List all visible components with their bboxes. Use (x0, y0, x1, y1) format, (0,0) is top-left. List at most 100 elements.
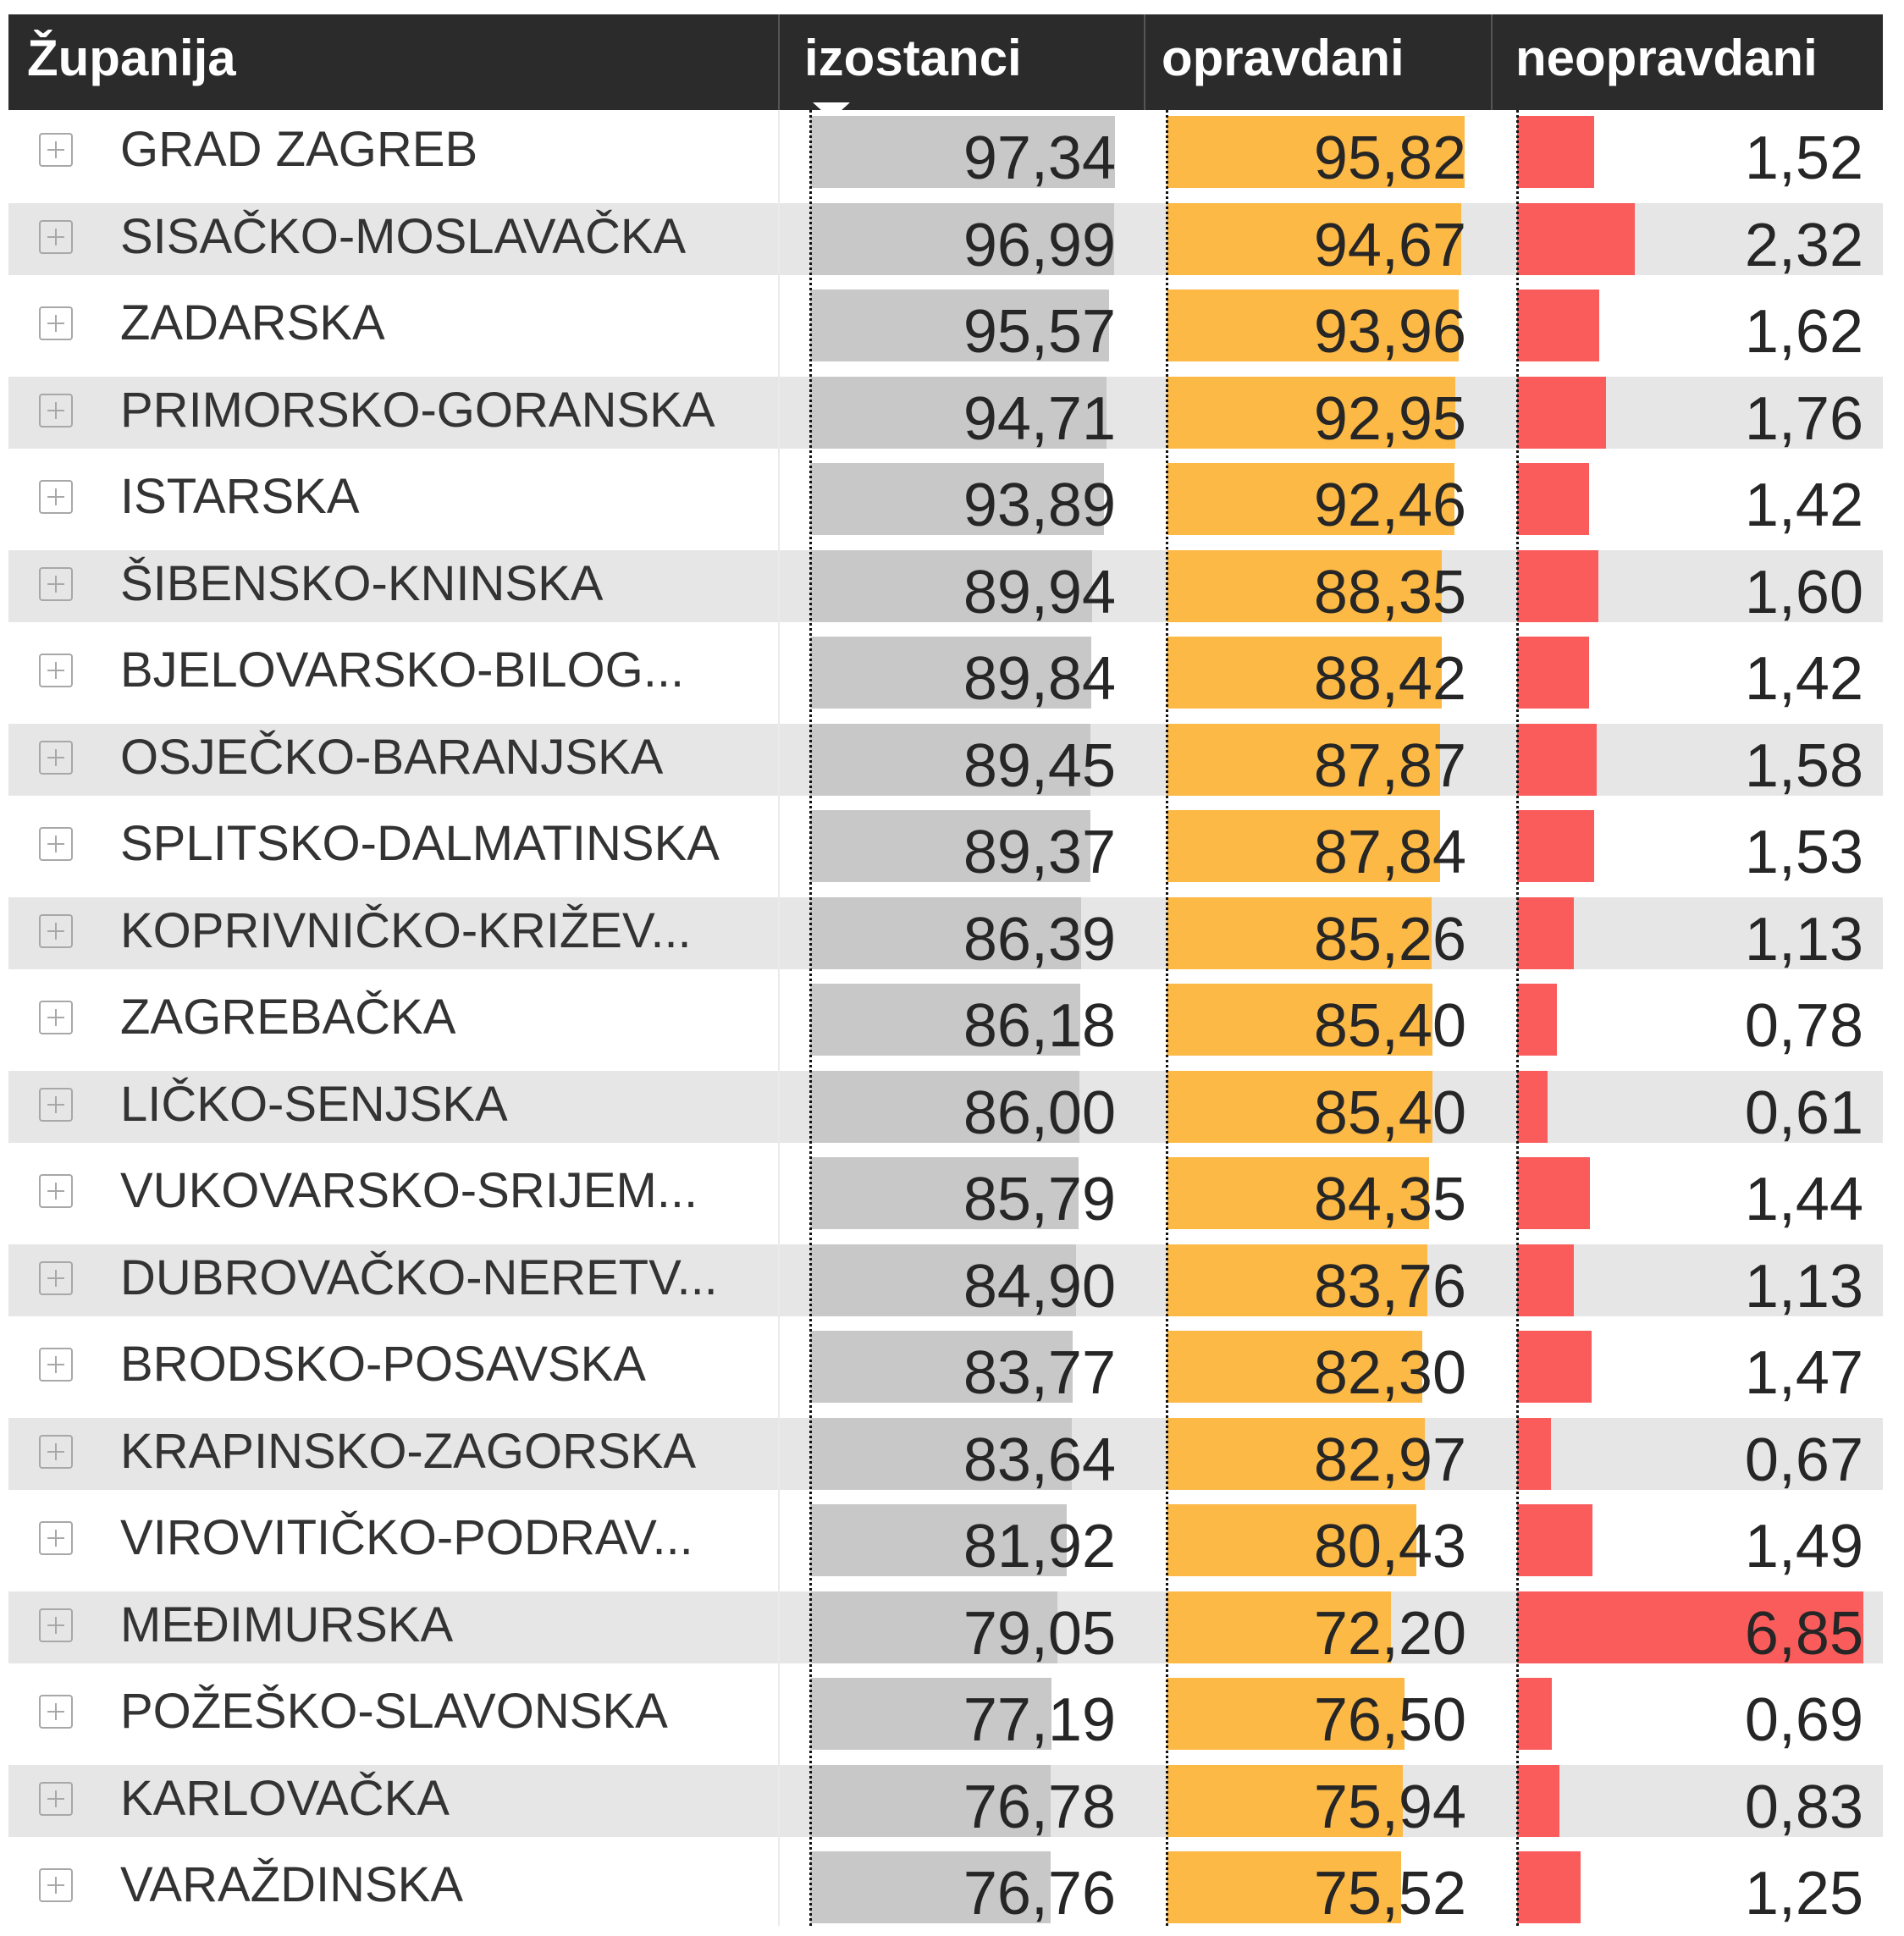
izostanci-bar (810, 202, 1114, 275)
column-divider (778, 110, 780, 1926)
table-row[interactable]: ZAGREBAČKA 86,18 85,40 0,78 (8, 984, 1883, 1060)
table-row[interactable]: LIČKO-SENJSKA 86,00 85,40 0,61 (8, 1070, 1883, 1147)
opravdani-bar (1167, 984, 1432, 1056)
table-row[interactable]: VARAŽDINSKA 76,76 75,52 1,25 (8, 1851, 1883, 1928)
table-row[interactable]: GRAD ZAGREB 97,34 95,82 1,52 (8, 116, 1883, 192)
expand-plus-icon[interactable] (39, 219, 73, 254)
header-neopravdani[interactable]: neopravdani (1515, 30, 1818, 86)
county-name: VIROVITIČKO-PODRAV... (120, 1510, 693, 1565)
opravdani-value: 94,67 (1313, 211, 1466, 279)
neopravdani-bar (1517, 1417, 1551, 1490)
neopravdani-value: 0,78 (1744, 992, 1863, 1060)
table-row[interactable]: PRIMORSKO-GORANSKA 94,71 92,95 1,76 (8, 376, 1883, 453)
izostanci-value: 86,00 (963, 1078, 1116, 1147)
opravdani-bar (1167, 463, 1454, 535)
opravdani-bar (1167, 1764, 1403, 1837)
neopravdani-bar (1517, 637, 1589, 709)
neopravdani-value: 0,83 (1744, 1773, 1863, 1841)
neopravdani-bar (1517, 116, 1594, 188)
table-row[interactable]: VIROVITIČKO-PODRAV... 81,92 80,43 1,49 (8, 1504, 1883, 1580)
izostanci-value: 86,39 (963, 905, 1116, 974)
expand-plus-icon[interactable] (39, 1868, 73, 1902)
expand-plus-icon[interactable] (39, 393, 73, 427)
neopravdani-bar (1517, 984, 1557, 1056)
opravdani-bar (1167, 723, 1440, 796)
izostanci-bar (810, 810, 1090, 882)
county-name: SPLITSKO-DALMATINSKA (120, 816, 720, 871)
izostanci-bar (810, 1764, 1051, 1837)
expand-plus-icon[interactable] (39, 1695, 73, 1729)
county-name: ŠIBENSKO-KNINSKA (120, 555, 604, 611)
table-row[interactable]: SISAČKO-MOSLAVAČKA 96,99 94,67 2,32 (8, 202, 1883, 279)
sort-descending-icon[interactable] (813, 102, 850, 119)
opravdani-bar (1167, 1070, 1432, 1143)
expand-plus-icon[interactable] (39, 654, 73, 687)
opravdani-value: 88,35 (1313, 558, 1466, 626)
neopravdani-value: 1,42 (1744, 645, 1863, 713)
expand-plus-icon[interactable] (39, 1001, 73, 1034)
header-opravdani[interactable]: opravdani (1162, 30, 1405, 86)
neopravdani-bar (1517, 1504, 1592, 1576)
table-row[interactable]: VUKOVARSKO-SRIJEM... 85,79 84,35 1,44 (8, 1157, 1883, 1233)
county-name: ISTARSKA (120, 469, 360, 524)
table-row[interactable]: ZADARSKA 95,57 93,96 1,62 (8, 290, 1883, 366)
izostanci-bar (810, 1678, 1052, 1750)
table-row[interactable]: ISTARSKA 93,89 92,46 1,42 (8, 463, 1883, 539)
opravdani-value: 95,82 (1313, 124, 1466, 192)
neopravdani-value: 1,52 (1744, 124, 1863, 192)
opravdani-bar (1167, 549, 1442, 622)
opravdani-value: 85,40 (1313, 1078, 1466, 1147)
expand-plus-icon[interactable] (39, 1521, 73, 1555)
izostanci-value: 76,76 (963, 1860, 1116, 1928)
table-row[interactable]: ŠIBENSKO-KNINSKA 89,94 88,35 1,60 (8, 549, 1883, 626)
expand-plus-icon[interactable] (39, 1087, 73, 1122)
opravdani-value: 82,97 (1313, 1426, 1466, 1494)
neopravdani-value: 1,13 (1744, 1252, 1863, 1321)
neopravdani-value: 1,58 (1744, 731, 1863, 800)
expand-plus-icon[interactable] (39, 1174, 73, 1208)
izostanci-value: 76,78 (963, 1773, 1116, 1841)
table-row[interactable]: KRAPINSKO-ZAGORSKA 83,64 82,97 0,67 (8, 1417, 1883, 1494)
expand-plus-icon[interactable] (39, 1348, 73, 1382)
neopravdani-bar (1517, 723, 1598, 796)
izostanci-bar (810, 376, 1107, 449)
table-row[interactable]: KARLOVAČKA 76,78 75,94 0,83 (8, 1764, 1883, 1841)
izostanci-bar (810, 1244, 1076, 1316)
neopravdani-value: 1,60 (1744, 558, 1863, 626)
expand-plus-icon[interactable] (39, 1260, 73, 1295)
opravdani-value: 93,96 (1313, 298, 1466, 366)
opravdani-bar (1167, 1504, 1417, 1576)
county-name: MEĐIMURSKA (120, 1597, 454, 1652)
table-row[interactable]: POŽEŠKO-SLAVONSKA 77,19 76,50 0,69 (8, 1678, 1883, 1754)
table-row[interactable]: BJELOVARSKO-BILOG... 89,84 88,42 1,42 (8, 637, 1883, 713)
header-izostanci[interactable]: izostanci (804, 30, 1022, 86)
expand-plus-icon[interactable] (39, 566, 73, 601)
opravdani-value: 92,46 (1313, 472, 1466, 539)
expand-plus-icon[interactable] (39, 740, 73, 775)
table-row[interactable]: BRODSKO-POSAVSKA 83,77 82,30 1,47 (8, 1331, 1883, 1407)
opravdani-bar (1167, 1678, 1405, 1750)
expand-plus-icon[interactable] (39, 1781, 73, 1816)
table-row[interactable]: KOPRIVNIČKO-KRIŽEV... 86,39 85,26 1,13 (8, 896, 1883, 974)
county-name: LIČKO-SENJSKA (120, 1076, 508, 1132)
neopravdani-bar (1517, 810, 1595, 882)
table-row[interactable]: SPLITSKO-DALMATINSKA 89,37 87,84 1,53 (8, 810, 1883, 886)
expand-plus-icon[interactable] (39, 1608, 73, 1642)
expand-plus-icon[interactable] (39, 133, 73, 167)
table-row[interactable]: MEĐIMURSKA 79,05 72,20 6,85 (8, 1591, 1883, 1668)
izostanci-bar (810, 637, 1092, 709)
opravdani-value: 84,35 (1313, 1166, 1466, 1233)
county-name: GRAD ZAGREB (120, 122, 478, 177)
county-name: KARLOVAČKA (120, 1770, 450, 1826)
table-row[interactable]: OSJEČKO-BARANJSKA 89,45 87,87 1,58 (8, 723, 1883, 800)
header-zupanija[interactable]: Županija (27, 30, 236, 86)
expand-plus-icon[interactable] (39, 913, 73, 948)
table-row[interactable]: DUBROVAČKO-NERETV... 84,90 83,76 1,13 (8, 1244, 1883, 1321)
expand-plus-icon[interactable] (39, 1434, 73, 1469)
county-name: KRAPINSKO-ZAGORSKA (120, 1423, 697, 1479)
neopravdani-value: 1,44 (1744, 1166, 1863, 1233)
expand-plus-icon[interactable] (39, 306, 73, 340)
opravdani-value: 76,50 (1313, 1686, 1466, 1754)
expand-plus-icon[interactable] (39, 480, 73, 514)
expand-plus-icon[interactable] (39, 827, 73, 861)
